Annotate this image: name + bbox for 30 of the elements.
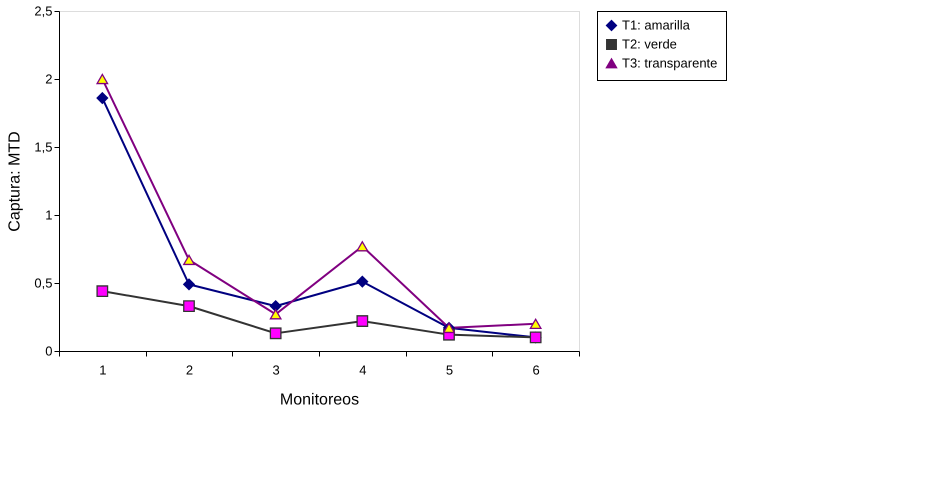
x-axis-title: Monitoreos [280, 392, 360, 408]
point [530, 318, 542, 329]
point [356, 276, 368, 288]
x-tick-label: 5 [446, 362, 454, 378]
x-tick-label: 3 [272, 362, 280, 378]
x-tick-label: 4 [359, 362, 366, 378]
point [183, 254, 195, 266]
y-axis-title: Captura: MTD [6, 131, 24, 232]
y-tick-label: 2 [45, 72, 52, 86]
y-tick-label: 1 [45, 208, 52, 222]
x-tick-label: 1 [99, 362, 106, 378]
y-tick-label: 2,5 [34, 4, 52, 18]
point [356, 241, 368, 252]
point [183, 300, 195, 312]
point [270, 300, 282, 312]
point [356, 315, 368, 327]
legend-label: T2: verde [622, 36, 677, 52]
x-tick-label: 2 [186, 362, 194, 378]
y-tick-label: 1,5 [34, 140, 52, 154]
point [270, 327, 282, 340]
y-tick-label: 0,5 [34, 276, 52, 290]
legend-label: T1: amarilla [622, 18, 691, 32]
point [183, 278, 195, 290]
point [96, 285, 108, 298]
legend-label: T3: transparente [622, 56, 718, 70]
point [96, 92, 108, 104]
x-tick-label: 6 [532, 362, 540, 378]
y-tick-label: 0 [45, 344, 52, 358]
point [270, 309, 282, 320]
point [96, 74, 108, 84]
